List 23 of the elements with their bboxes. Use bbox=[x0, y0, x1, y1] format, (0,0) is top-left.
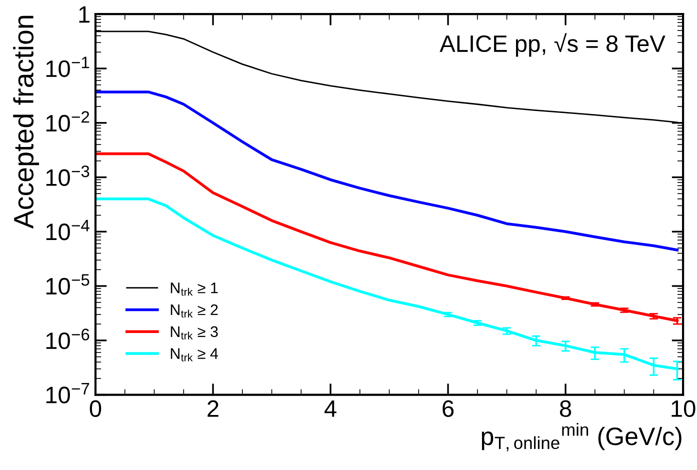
x-tick-label: 4 bbox=[324, 400, 336, 417]
legend-label: N$_{trk}$ ≥ 2 bbox=[170, 304, 218, 318]
y-tick-label: 10$^{−3}$ bbox=[46, 166, 90, 186]
y-tick-label: 10$^{−1}$ bbox=[46, 56, 90, 78]
x-axis-title: p$_{T,online}$$^{min}$ (GeV/c) bbox=[482, 423, 682, 452]
x-tick-label: 8 bbox=[560, 400, 572, 418]
legend-label: N$_{trk}$ ≥ 1 bbox=[170, 282, 218, 296]
legend-label: N$_{trk}$ ≥ 4 bbox=[170, 348, 218, 362]
x-tick-label: 2 bbox=[208, 400, 218, 417]
y-tick-label: 10$^{−5}$ bbox=[46, 274, 90, 295]
line-series bbox=[95, 90, 679, 252]
line-series bbox=[95, 152, 679, 322]
y-tick-label: 10$^{−2}$ bbox=[46, 111, 90, 132]
legend-label: N$_{trk}$ ≥ 3 bbox=[170, 326, 218, 340]
y-tick-label: 10$^{−6}$ bbox=[46, 328, 90, 350]
y-axis-title: Accepted fraction bbox=[13, 16, 40, 229]
y-tick-label: 10$^{−4}$ bbox=[46, 220, 90, 240]
y-tick-label: 10$^{−7}$ bbox=[46, 383, 90, 404]
x-tick-label: 6 bbox=[442, 400, 454, 418]
annotation: ALICE pp, √s = 8 TeV bbox=[440, 33, 666, 57]
y-tick-label: 1 bbox=[79, 6, 90, 23]
x-tick-label: 10 bbox=[672, 400, 696, 418]
x-tick-label: 0 bbox=[90, 400, 102, 418]
